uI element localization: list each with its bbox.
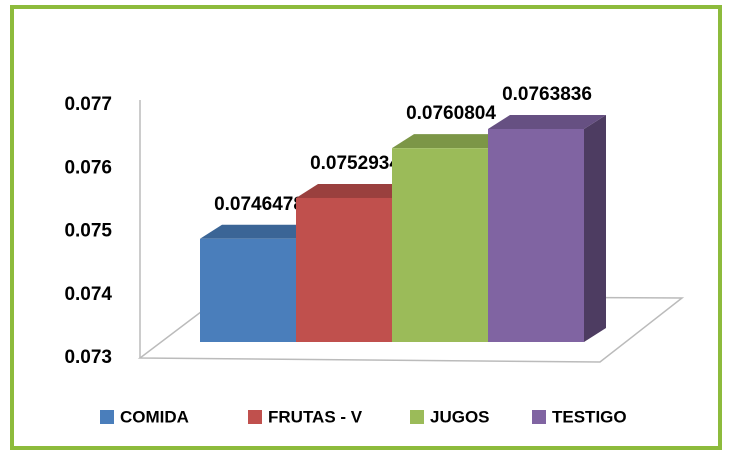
bar bbox=[296, 197, 392, 342]
bar bbox=[392, 148, 488, 342]
legend-label: COMIDA bbox=[120, 407, 189, 426]
y-tick-label: 0.077 bbox=[64, 94, 112, 115]
data-label: 0.0763836 bbox=[502, 84, 592, 105]
legend-swatch bbox=[410, 410, 424, 424]
bar-top bbox=[296, 183, 414, 198]
legend-swatch bbox=[532, 410, 546, 424]
bar-top bbox=[488, 114, 606, 129]
bar bbox=[200, 238, 296, 342]
legend-label: TESTIGO bbox=[552, 407, 627, 426]
data-label: 0.0752934 bbox=[310, 153, 400, 174]
floor bbox=[137, 295, 685, 363]
data-label: 0.0760804 bbox=[406, 103, 496, 124]
legend-label: JUGOS bbox=[430, 407, 490, 426]
frame bbox=[10, 5, 722, 450]
y-tick-label: 0.074 bbox=[64, 284, 112, 305]
legend-swatch bbox=[100, 410, 114, 424]
bar bbox=[488, 128, 584, 342]
y-tick-label: 0.075 bbox=[64, 221, 112, 242]
legend-swatch bbox=[248, 410, 262, 424]
bar-top bbox=[392, 134, 510, 149]
y-tick-label: 0.076 bbox=[64, 157, 112, 178]
legend-label: FRUTAS - V bbox=[268, 407, 363, 426]
y-tick-label: 0.073 bbox=[64, 347, 112, 368]
data-label: 0.0746478 bbox=[214, 194, 304, 215]
bar-side bbox=[584, 114, 606, 342]
bar-top bbox=[200, 224, 318, 239]
